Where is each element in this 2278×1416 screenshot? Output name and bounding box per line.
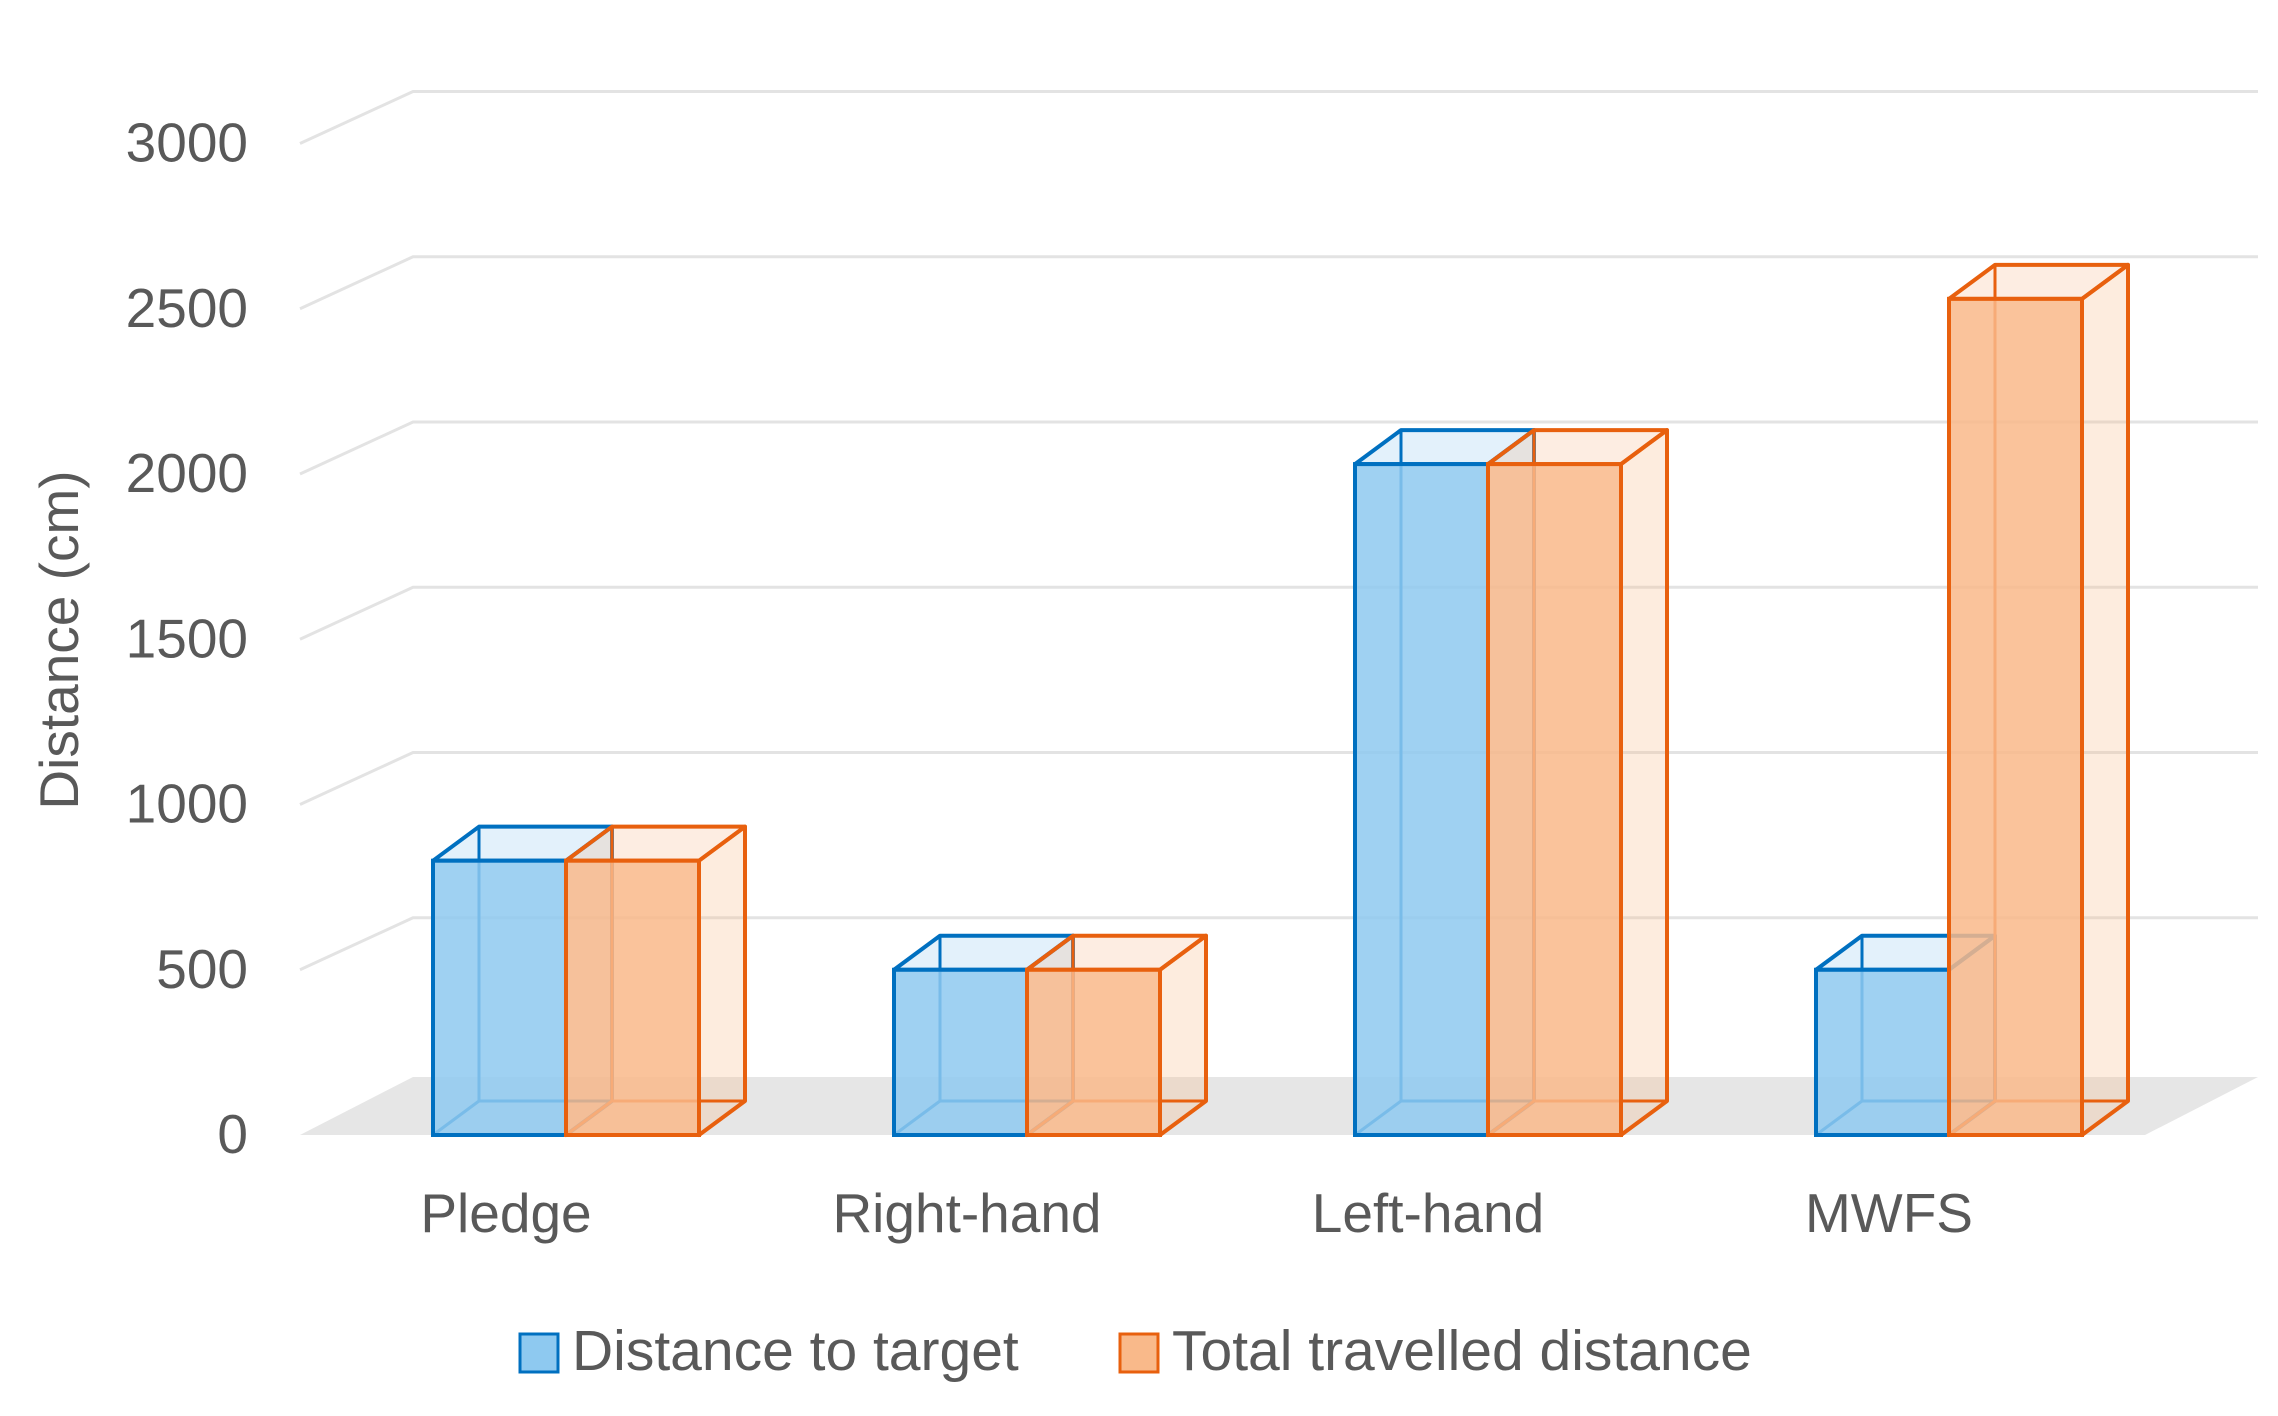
gridline — [299, 90, 2258, 145]
y-axis-title: Distance (cm) — [28, 470, 90, 809]
bar — [1947, 262, 2130, 1137]
y-tick-label: 3000 — [126, 112, 248, 174]
bar-side — [697, 824, 747, 1137]
gridline — [299, 255, 2258, 311]
bar — [1025, 933, 1208, 1137]
category-label: Pledge — [420, 1182, 591, 1244]
bar-front — [1947, 296, 2084, 1137]
gridline — [299, 585, 2258, 641]
bar-front — [1025, 967, 1162, 1137]
bar-front — [1353, 462, 1490, 1137]
bar-front — [1814, 967, 1951, 1137]
category-label: Right-hand — [832, 1182, 1101, 1244]
chart-floor — [300, 1077, 2258, 1135]
bar-front — [431, 858, 568, 1137]
category-label: Left-hand — [1312, 1182, 1544, 1244]
bar — [1486, 428, 1669, 1137]
legend-item: Total travelled distance — [1118, 1319, 1752, 1383]
legend-item: Distance to target — [518, 1319, 1019, 1383]
bar-front — [892, 967, 1029, 1137]
gridline — [299, 751, 2258, 806]
bar-front — [564, 858, 701, 1137]
bar-side — [1619, 428, 1669, 1137]
y-tick-label: 2000 — [126, 442, 248, 504]
category-label: MWFS — [1805, 1182, 1973, 1244]
legend-swatch — [1118, 1332, 1160, 1374]
gridline — [299, 916, 2258, 972]
y-tick-label: 2500 — [126, 277, 248, 339]
y-tick-label: 0 — [217, 1103, 248, 1165]
bar — [564, 824, 747, 1137]
legend-label: Distance to target — [572, 1319, 1019, 1383]
y-tick-label: 1000 — [126, 773, 248, 835]
bar-side — [2080, 262, 2130, 1137]
y-tick-label: 1500 — [126, 607, 248, 669]
y-tick-label: 500 — [156, 938, 248, 1000]
bar-front — [1486, 462, 1623, 1137]
gridline — [299, 420, 2258, 476]
legend-swatch — [518, 1332, 560, 1374]
legend-label: Total travelled distance — [1172, 1319, 1752, 1383]
